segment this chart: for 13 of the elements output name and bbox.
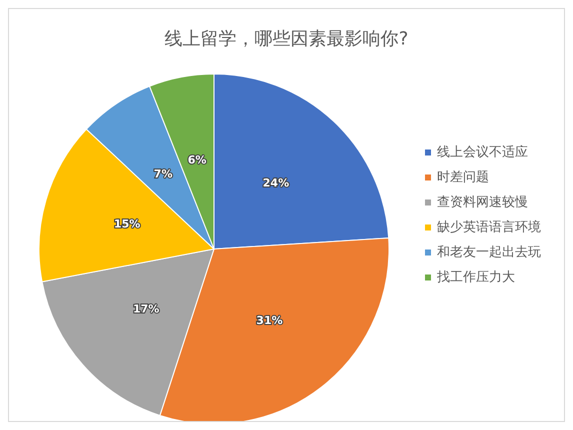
legend-label: 时差问题 (437, 170, 489, 185)
legend-label: 和老友一起出去玩 (437, 245, 541, 260)
data-label: 7% (154, 168, 172, 181)
legend-label: 缺少英语语言环境 (437, 219, 541, 235)
legend-label: 查资料网速较慢 (437, 195, 528, 210)
data-label: 15% (114, 217, 140, 230)
data-label: 6% (188, 154, 206, 167)
data-label: 24% (262, 176, 290, 190)
data-label: 17% (132, 302, 160, 316)
chart-title: 线上留学，哪些因素最影响你? (164, 28, 408, 50)
legend-label: 找工作压力大 (436, 270, 515, 285)
legend-label: 线上会议不适应 (437, 144, 528, 160)
data-label: 31% (256, 314, 283, 328)
